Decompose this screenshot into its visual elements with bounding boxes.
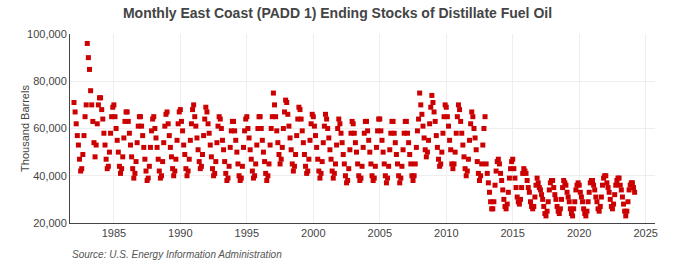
- svg-text:2010: 2010: [434, 227, 458, 239]
- svg-text:100,000: 100,000: [27, 28, 67, 40]
- svg-text:1990: 1990: [168, 227, 192, 239]
- svg-text:2005: 2005: [368, 227, 392, 239]
- svg-text:20,000: 20,000: [33, 217, 67, 229]
- svg-text:2015: 2015: [500, 227, 524, 239]
- svg-text:2025: 2025: [633, 227, 657, 239]
- svg-text:2000: 2000: [301, 227, 325, 239]
- svg-text:Monthly East Coast (PADD 1) En: Monthly East Coast (PADD 1) Ending Stock…: [123, 5, 552, 21]
- svg-text:1985: 1985: [102, 227, 126, 239]
- svg-text:40,000: 40,000: [33, 170, 67, 182]
- svg-text:Thousand Barrels: Thousand Barrels: [19, 85, 31, 172]
- svg-text:60,000: 60,000: [33, 122, 67, 134]
- svg-text:80,000: 80,000: [33, 75, 67, 87]
- svg-text:Source: U.S. Energy Informatio: Source: U.S. Energy Information Administ…: [72, 249, 282, 260]
- svg-text:2020: 2020: [567, 227, 591, 239]
- svg-text:1995: 1995: [235, 227, 259, 239]
